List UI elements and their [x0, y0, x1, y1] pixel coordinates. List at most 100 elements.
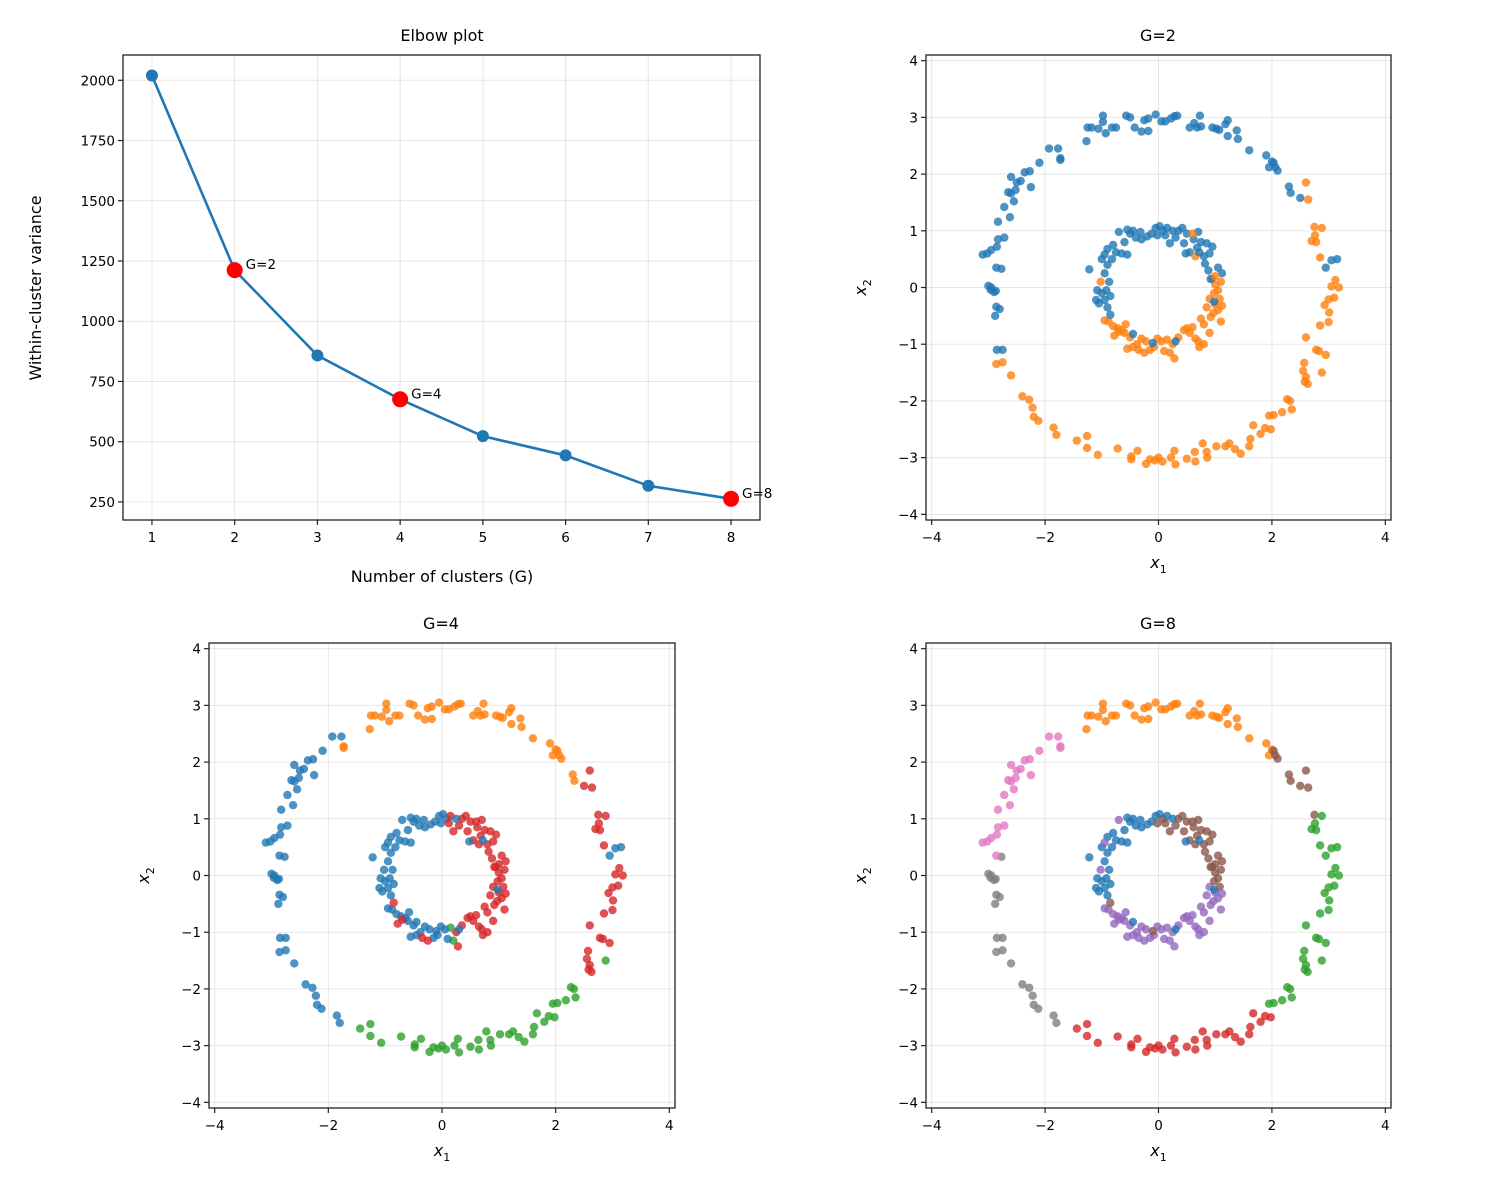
scatter-point	[587, 783, 597, 792]
scatter-point	[1096, 277, 1105, 287]
scatter-y-tick-label: 2	[909, 755, 918, 771]
scatter-x-tick-label: 0	[438, 1118, 447, 1134]
scatter-point	[427, 702, 436, 711]
scatter-point	[1315, 253, 1325, 262]
scatter-point	[1321, 851, 1330, 860]
elbow-y-tick-label: 1000	[81, 314, 115, 330]
elbow-x-tick-label: 5	[479, 530, 488, 546]
scatter-point	[1249, 421, 1258, 430]
scatter-point	[339, 743, 348, 753]
scatter-g2-y-axis-label: x2	[851, 279, 874, 296]
scatter-point	[1170, 942, 1179, 951]
scatter-point	[1173, 111, 1182, 120]
scatter-point	[1127, 455, 1136, 464]
scatter-y-tick-label: 4	[909, 642, 918, 658]
scatter-point	[605, 938, 614, 948]
scatter-point	[1136, 227, 1145, 237]
scatter-point	[1106, 291, 1115, 301]
scatter-point	[501, 857, 510, 866]
scatter-point	[1165, 827, 1175, 836]
scatter-g2-title: G=2	[1140, 26, 1176, 45]
scatter-point	[1245, 442, 1254, 451]
scatter-g8-ticks: −4 −2 0 2 4 4 3 2 1 0 −1 −2 −3 −4	[898, 642, 1390, 1134]
scatter-point	[1233, 722, 1243, 732]
scatter-point	[1236, 449, 1245, 458]
scatter-point	[992, 302, 1001, 311]
scatter-point	[1103, 303, 1112, 312]
scatter-g4-ticks: −4 −2 0 2 4 4 3 2 1 0 −1 −2 −3 −4	[181, 642, 674, 1134]
scatter-point	[290, 760, 299, 770]
scatter-point	[1230, 1032, 1240, 1042]
scatter-point	[1211, 859, 1220, 869]
scatter-point	[1151, 698, 1160, 707]
scatter-point	[1100, 316, 1109, 325]
scatter-point	[1000, 790, 1009, 800]
scatter-point	[1200, 259, 1210, 268]
scatter-point	[618, 871, 627, 880]
scatter-point	[1004, 776, 1013, 785]
scatter-y-tick-label: 1	[192, 812, 201, 828]
scatter-point	[1009, 785, 1019, 794]
elbow-x-axis-label: Number of clusters (G)	[351, 567, 534, 586]
scatter-point	[1262, 739, 1271, 748]
scatter-point	[412, 814, 421, 823]
subscript: 2	[861, 867, 874, 874]
scatter-y-tick-label: −4	[181, 1095, 201, 1111]
scatter-point	[290, 959, 299, 968]
scatter-point	[1191, 1045, 1200, 1054]
elbow-highlight-point	[723, 490, 740, 507]
scatter-point	[432, 926, 441, 936]
scatter-g8-panel: G=8 −4 −2 0 2 4 4 3 2 1 0 −1 −2 −3 −4 x1 x2	[851, 614, 1392, 1164]
scatter-point	[1230, 444, 1240, 454]
scatter-point	[1106, 310, 1115, 319]
scatter-point	[1245, 734, 1254, 743]
scatter-point	[275, 851, 284, 860]
scatter-point	[993, 217, 1003, 226]
scatter-point	[1106, 879, 1115, 889]
scatter-point	[1178, 223, 1187, 233]
scatter-point	[1082, 136, 1091, 146]
scatter-point	[1266, 1013, 1275, 1022]
scatter-point	[516, 714, 525, 723]
scatter-point	[1301, 921, 1311, 930]
scatter-point	[1101, 129, 1110, 138]
scatter-point	[1203, 1041, 1212, 1050]
scatter-point	[1103, 891, 1112, 900]
scatter-y-tick-label: 0	[192, 869, 201, 885]
scatter-point	[488, 916, 498, 926]
scatter-point	[1182, 912, 1192, 921]
scatter-point	[1144, 702, 1153, 711]
scatter-point	[275, 830, 285, 839]
scatter-point	[1148, 338, 1158, 348]
scatter-point	[299, 764, 309, 774]
scatter-point	[1262, 151, 1271, 160]
scatter-point	[1134, 345, 1143, 355]
scatter-point	[517, 722, 526, 732]
scatter-y-tick-label: 4	[192, 642, 201, 658]
scatter-point	[275, 947, 284, 957]
scatter-y-tick-label: −3	[898, 1039, 918, 1055]
scatter-point	[1269, 746, 1278, 755]
scatter-point	[301, 980, 310, 989]
scatter-y-tick-label: 3	[909, 698, 918, 714]
scatter-point	[514, 1032, 523, 1042]
scatter-point	[365, 724, 375, 734]
scatter-point	[274, 874, 284, 884]
elbow-point	[145, 69, 158, 82]
scatter-point	[1098, 117, 1108, 127]
scatter-point	[1196, 122, 1206, 131]
subscript: 2	[144, 867, 157, 874]
scatter-point	[1190, 1035, 1199, 1045]
scatter-point	[604, 888, 613, 898]
scatter-point	[335, 1018, 344, 1028]
scatter-point	[601, 811, 610, 821]
scatter-point	[991, 286, 1000, 296]
scatter-point	[389, 879, 398, 889]
scatter-point	[1161, 819, 1170, 828]
scatter-point	[1114, 815, 1124, 825]
scatter-point	[1198, 439, 1207, 448]
scatter-point	[1213, 305, 1223, 315]
elbow-x-tick-label: 3	[313, 530, 322, 546]
scatter-point	[616, 842, 626, 852]
scatter-x-tick-label: 0	[1154, 1118, 1163, 1134]
